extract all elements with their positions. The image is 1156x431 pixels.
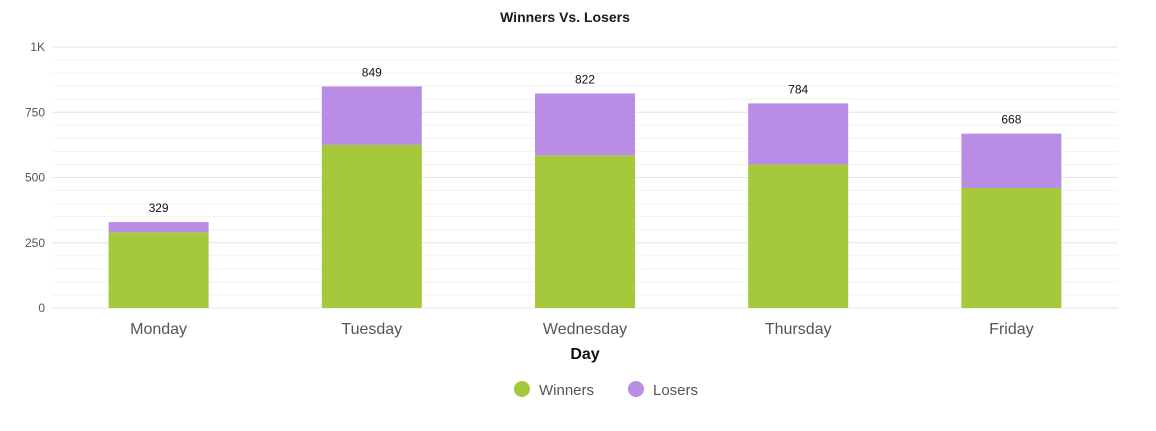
legend: Winners Losers xyxy=(514,381,698,399)
bar-losers-friday[interactable] xyxy=(961,133,1062,188)
bar-winners-friday[interactable] xyxy=(961,187,1062,308)
legend-swatch xyxy=(514,381,530,397)
total-label-thursday: 784 xyxy=(788,82,808,96)
data-labels: 329 849 822 784 668 xyxy=(149,65,1022,215)
bar-losers-tuesday[interactable] xyxy=(321,86,422,145)
legend-swatch xyxy=(628,381,644,397)
total-label-tuesday: 849 xyxy=(362,65,382,79)
y-axis-ticks: 0 250 500 750 1K xyxy=(25,40,45,315)
legend-label: Losers xyxy=(653,382,698,399)
total-label-friday: 668 xyxy=(1001,113,1021,127)
bar-winners-thursday[interactable] xyxy=(748,164,849,308)
bar-losers-monday[interactable] xyxy=(108,222,209,233)
total-label-monday: 329 xyxy=(149,201,169,215)
y-tick-label: 1K xyxy=(30,40,45,54)
x-tick-label: Wednesday xyxy=(543,321,627,338)
x-tick-label: Tuesday xyxy=(341,321,402,338)
chart-title: Winners Vs. Losers xyxy=(500,9,630,25)
y-tick-label: 0 xyxy=(38,301,45,315)
total-label-wednesday: 822 xyxy=(575,72,595,86)
y-tick-label: 750 xyxy=(25,105,45,119)
bar-winners-wednesday[interactable] xyxy=(535,155,635,308)
legend-label: Winners xyxy=(539,382,594,399)
x-tick-label: Friday xyxy=(989,321,1033,338)
x-axis-ticks: Monday Tuesday Wednesday Thursday Friday xyxy=(130,321,1033,338)
bar-losers-thursday[interactable] xyxy=(748,103,849,165)
bar-losers-wednesday[interactable] xyxy=(535,93,635,156)
y-tick-label: 500 xyxy=(25,171,45,185)
legend-item-winners[interactable]: Winners xyxy=(514,381,594,399)
bar-winners-monday[interactable] xyxy=(108,232,209,308)
x-tick-label: Monday xyxy=(130,321,187,338)
legend-item-losers[interactable]: Losers xyxy=(628,381,698,399)
bar-winners-tuesday[interactable] xyxy=(321,144,422,308)
x-tick-label: Thursday xyxy=(765,321,832,338)
x-axis-title: Day xyxy=(570,346,599,363)
bars xyxy=(108,86,1062,308)
y-tick-label: 250 xyxy=(25,236,45,250)
